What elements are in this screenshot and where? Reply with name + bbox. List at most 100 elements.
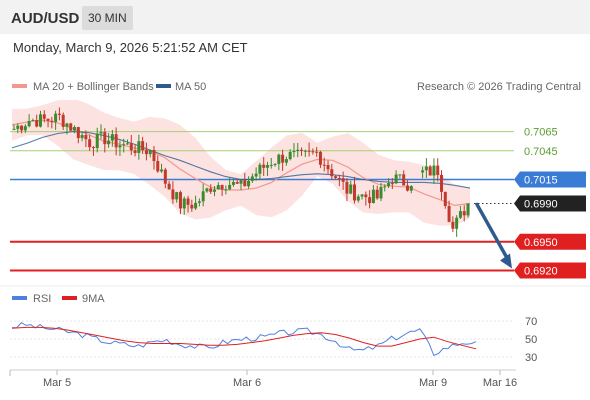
candle-body <box>443 191 447 207</box>
candle-body <box>114 134 118 148</box>
ma50-legend-swatch <box>156 84 171 88</box>
candle-body <box>300 149 304 151</box>
candle-body <box>292 151 296 153</box>
candle-body <box>447 206 451 222</box>
candle-body <box>341 178 345 182</box>
candle-body <box>303 150 307 152</box>
candle-body <box>76 127 80 139</box>
candle-body <box>239 180 243 184</box>
candle-body <box>269 164 273 166</box>
candle-body <box>175 192 179 200</box>
candle-body <box>387 183 391 187</box>
candle-body <box>288 151 292 160</box>
symbol-label: AUD/USD <box>11 10 80 27</box>
candle-body <box>451 221 455 229</box>
rsi-ma-legend-swatch <box>62 296 77 300</box>
candle-body <box>440 175 444 192</box>
x-axis-tick-label: Mar 6 <box>233 377 261 389</box>
candle-body <box>402 174 406 186</box>
candle-body <box>296 149 300 152</box>
candle-body <box>57 113 61 115</box>
candle-body <box>462 211 466 216</box>
candle-body <box>190 204 194 209</box>
level-label-pivot: 0.7015 <box>524 175 558 187</box>
level-label-box-support <box>514 262 586 279</box>
candle-body <box>216 185 220 190</box>
candle-body <box>91 147 95 149</box>
rsi-legend: RSI 9MA <box>12 293 105 305</box>
candle-body <box>421 170 425 173</box>
candle-body <box>405 185 409 191</box>
main-legend: MA 20 + Bollinger Bands MA 50 Research ©… <box>12 81 581 93</box>
rsi-tick-label: 70 <box>525 316 537 328</box>
candle-body <box>61 114 65 127</box>
candle-body <box>281 154 285 163</box>
candle-body <box>144 150 148 155</box>
rsi-ma-line <box>11 326 477 350</box>
candle-body <box>398 174 402 176</box>
level-label-support: 0.6920 <box>524 266 558 278</box>
candle-body <box>436 165 440 176</box>
candle-body <box>243 180 247 187</box>
candle-body <box>224 189 228 191</box>
rsi-legend-swatch <box>12 296 27 300</box>
candle-body <box>156 161 160 172</box>
level-label-box-pivot <box>514 171 586 188</box>
candle-body <box>88 139 92 148</box>
candle-body <box>20 125 24 131</box>
candle-body <box>360 194 364 197</box>
candle-body <box>424 166 428 171</box>
candle-body <box>182 198 186 209</box>
candle-body <box>12 128 16 130</box>
candle-body <box>311 151 315 153</box>
candle-body <box>167 183 171 190</box>
ma50-legend-label: MA 50 <box>175 81 206 93</box>
timeframe-button[interactable]: 30 MIN <box>82 6 133 30</box>
candle-body <box>277 154 281 164</box>
candle-body <box>394 174 398 184</box>
candle-body <box>171 189 175 200</box>
candle-body <box>390 183 394 185</box>
candle-body <box>455 217 459 229</box>
candle-body <box>23 126 27 131</box>
candle-body <box>107 140 111 145</box>
candle-body <box>69 123 73 131</box>
rsi-line <box>11 321 477 357</box>
bollinger-band-area <box>12 100 470 226</box>
candle-body <box>428 166 432 176</box>
candle-body <box>65 123 69 127</box>
candle-body <box>364 194 368 198</box>
candle-body <box>307 150 311 152</box>
candle-body <box>349 184 353 194</box>
candle-body <box>371 189 375 204</box>
datetime-label: Monday, March 9, 2026 5:21:52 AM CET <box>13 40 248 55</box>
candle-body <box>466 203 470 216</box>
level-label-box-last <box>514 195 586 212</box>
candle-body <box>99 132 103 134</box>
candle-body <box>133 150 137 153</box>
candle-body <box>160 169 164 172</box>
candle-body <box>50 120 54 122</box>
candle-body <box>265 165 269 168</box>
candle-body <box>95 133 99 149</box>
candle-body <box>73 127 77 131</box>
bollinger-legend-label: MA 20 + Bollinger Bands <box>33 81 154 93</box>
candle-body <box>273 163 277 165</box>
candle-body <box>409 185 413 191</box>
level-label-resistance: 0.7065 <box>524 127 558 139</box>
candle-body <box>137 141 141 153</box>
candle-body <box>84 134 88 140</box>
candle-body <box>209 188 213 192</box>
candle-body <box>194 202 198 209</box>
candle-body <box>80 134 84 139</box>
candle-body <box>148 150 152 155</box>
candle-body <box>258 164 262 174</box>
candle-body <box>46 118 50 121</box>
level-label-support: 0.6950 <box>524 237 558 249</box>
candle-body <box>16 125 20 129</box>
candle-body <box>103 132 107 145</box>
candle-body <box>31 120 35 122</box>
candle-body <box>231 182 235 185</box>
rsi-tick-label: 50 <box>525 334 537 346</box>
